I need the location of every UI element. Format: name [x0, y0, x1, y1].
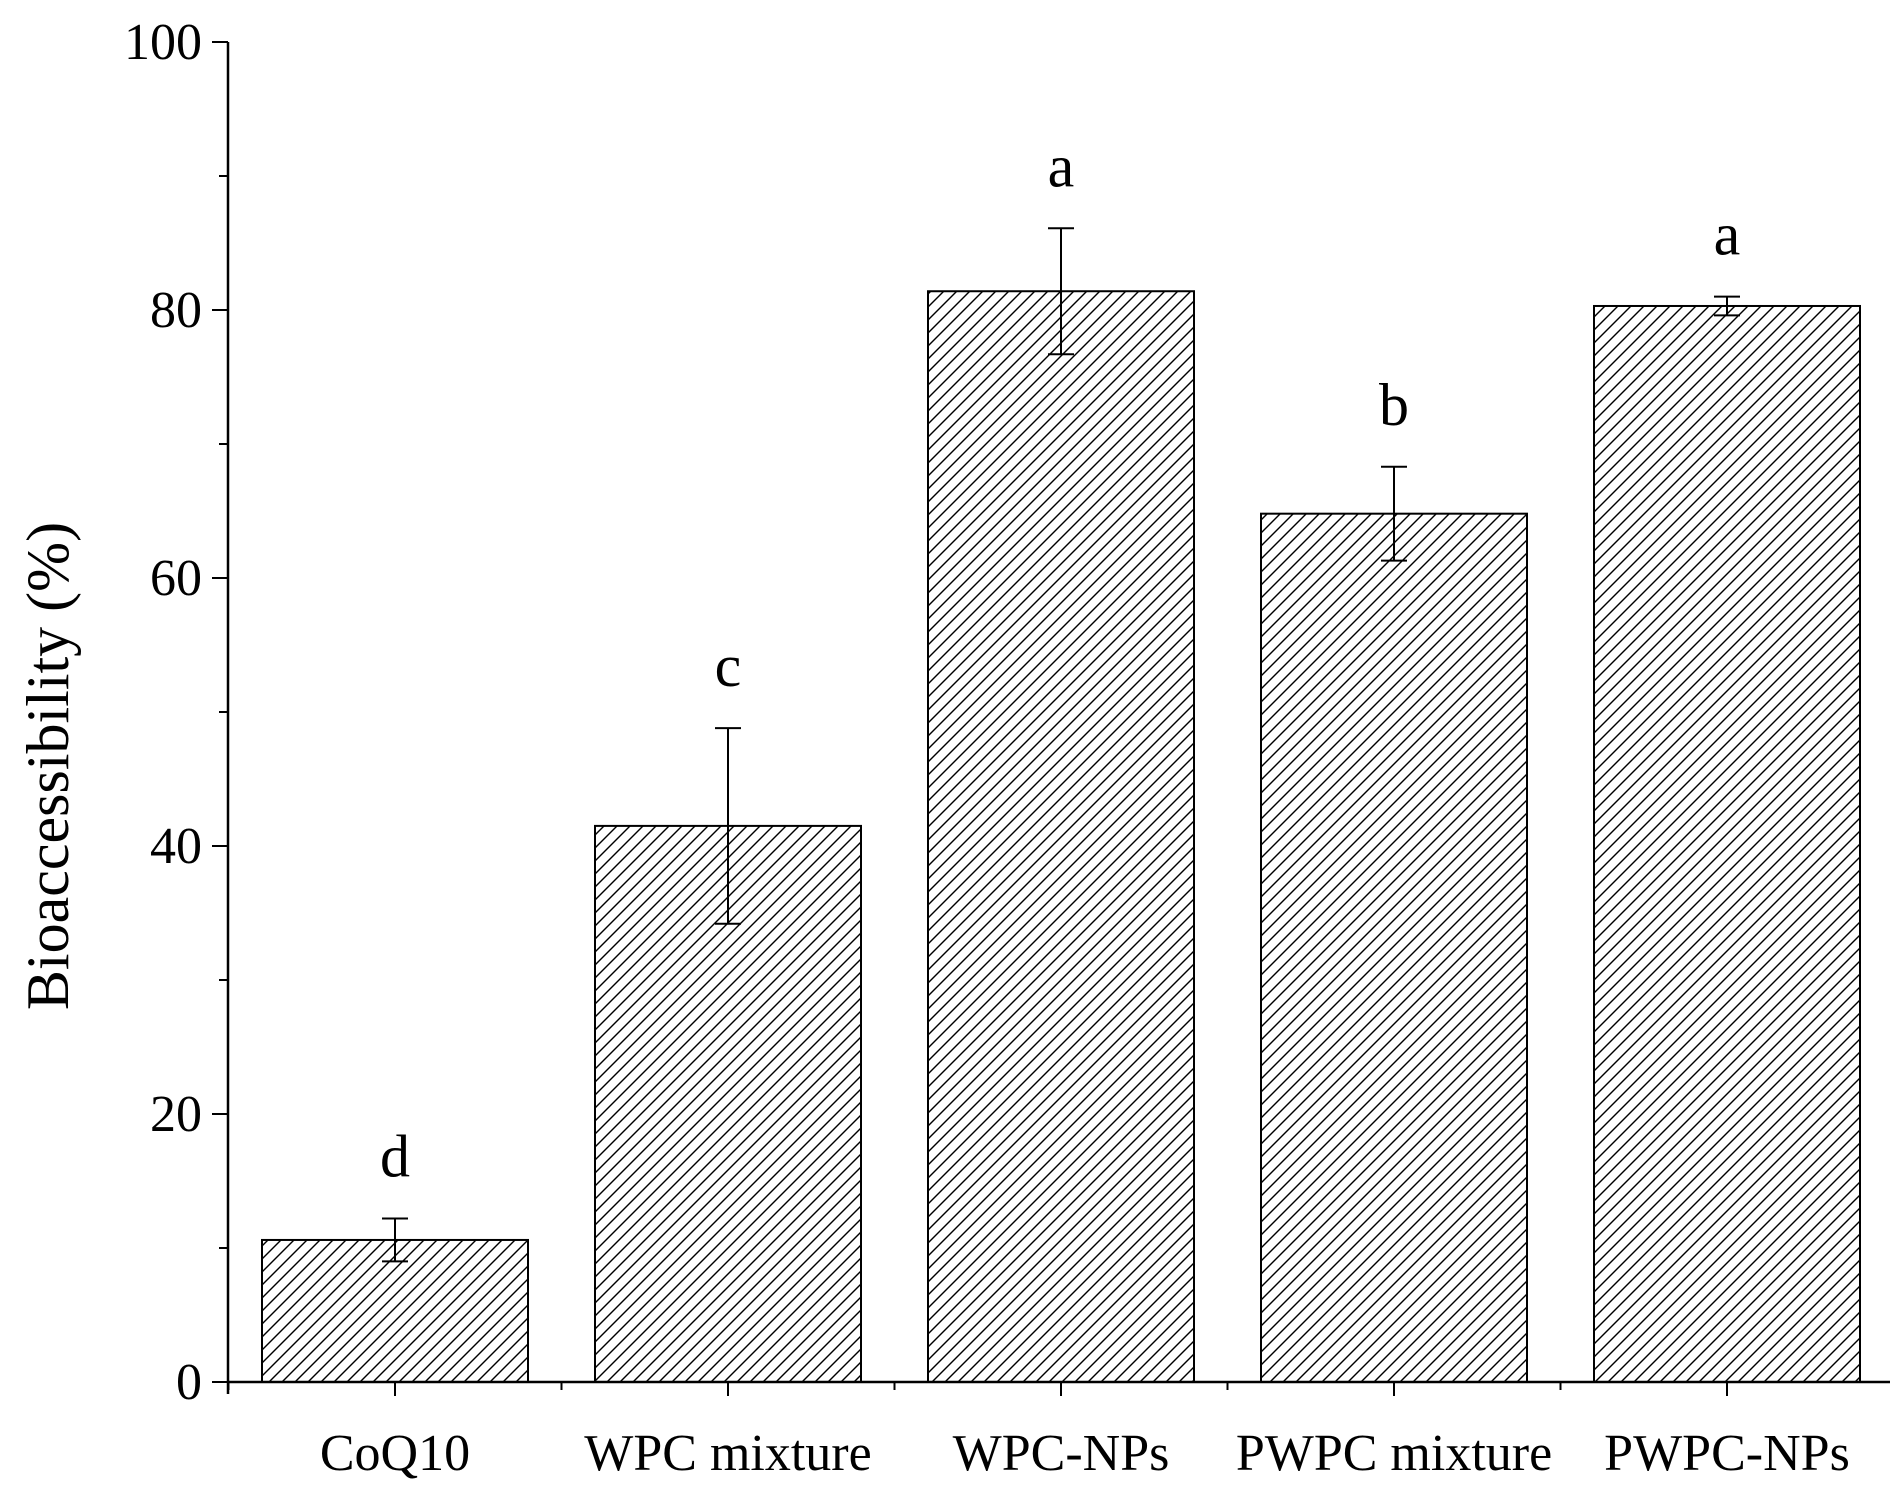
bar: [927, 290, 1195, 1383]
significance-letter: c: [715, 633, 742, 699]
significance-letter: a: [1048, 133, 1075, 199]
y-tick-label: 20: [150, 1086, 202, 1143]
bar: [261, 1238, 529, 1383]
error-bar: [1381, 465, 1407, 562]
y-axis-title: Bioaccessibility (%): [15, 522, 81, 1010]
y-tick-label: 80: [150, 282, 202, 339]
error-bars: [382, 227, 1740, 1263]
x-tick-label: WPC mixture: [584, 1425, 871, 1482]
significance-letter: a: [1714, 202, 1741, 268]
bar: [1593, 304, 1861, 1384]
y-tick-label: 40: [150, 818, 202, 875]
y-tick-label: 100: [124, 14, 202, 71]
error-bar: [715, 727, 741, 925]
x-tick-label: PWPC mixture: [1236, 1425, 1552, 1482]
axes: CoQ10 WPC mixture WPC-NPs PWPC mixture PWPC-…: [124, 14, 1890, 1482]
significance-letter: d: [380, 1124, 410, 1190]
y-tick-label: 60: [150, 550, 202, 607]
error-bar: [1714, 295, 1740, 317]
x-tick-label: PWPC-NPs: [1604, 1425, 1850, 1482]
x-tick-label: CoQ10: [320, 1425, 470, 1482]
error-bar: [1048, 227, 1074, 356]
x-tick-label: WPC-NPs: [953, 1425, 1170, 1482]
bar: [1260, 512, 1528, 1383]
bars: [261, 290, 1861, 1384]
error-bar: [382, 1217, 408, 1263]
significance-letters: d c a b a: [380, 133, 1740, 1189]
significance-letter: b: [1379, 372, 1409, 438]
y-tick-label: 0: [176, 1354, 202, 1411]
